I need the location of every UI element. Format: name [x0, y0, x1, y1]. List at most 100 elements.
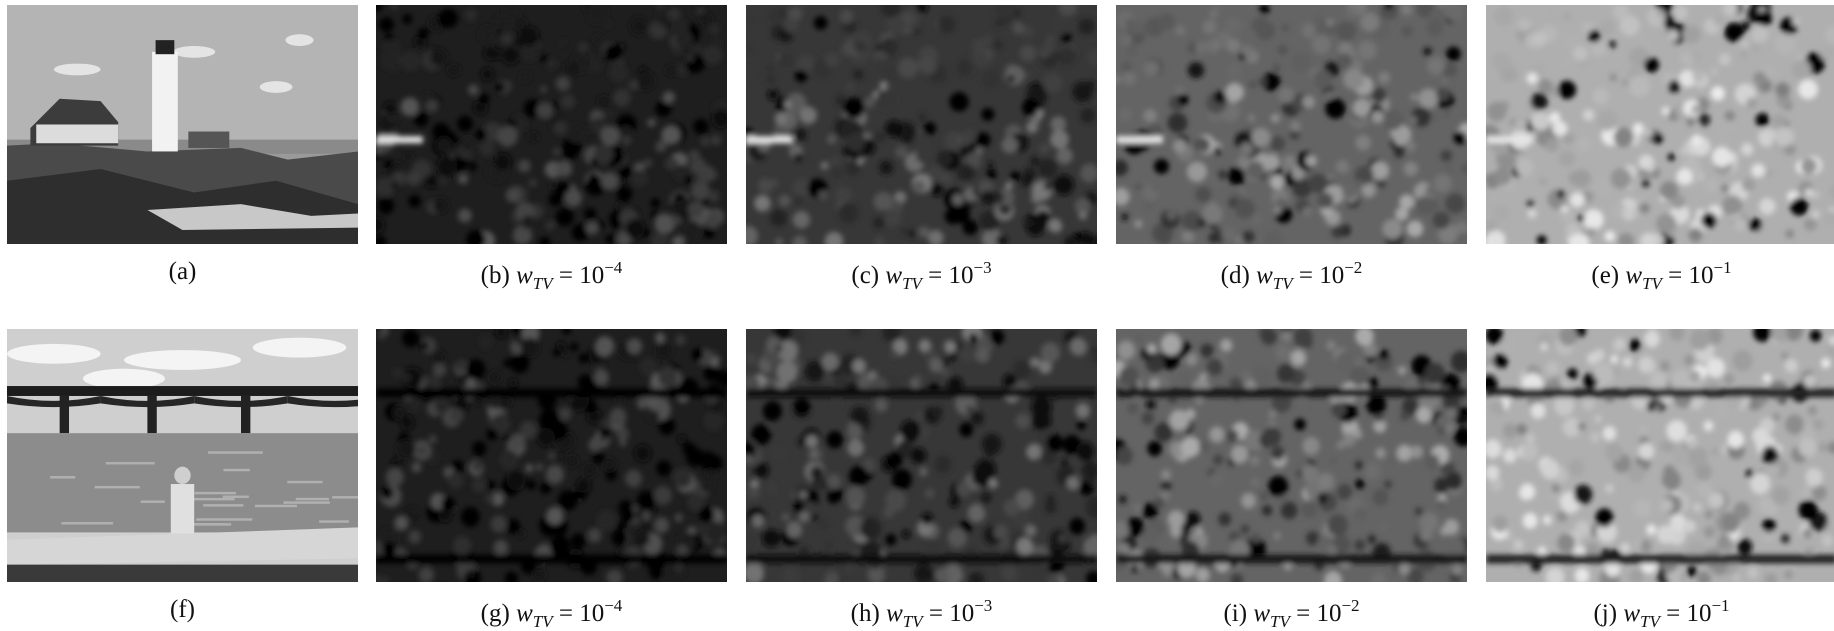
blob [1568, 459, 1584, 476]
variable: w [885, 262, 902, 289]
blob [1742, 178, 1755, 191]
blob [758, 178, 772, 192]
blob [1185, 353, 1197, 366]
blob [1751, 164, 1765, 178]
blob [908, 21, 917, 30]
blob [622, 136, 632, 146]
blob [934, 455, 951, 473]
blob [458, 209, 472, 223]
blob [1713, 16, 1723, 26]
shape [124, 350, 241, 370]
blob [1207, 358, 1223, 375]
blob [491, 515, 508, 533]
blob [431, 49, 448, 66]
blob [1354, 507, 1367, 521]
blob [673, 467, 692, 487]
blob [1725, 111, 1736, 122]
blob [972, 39, 987, 54]
blob [1516, 158, 1534, 176]
blob [1679, 148, 1687, 156]
blob [692, 348, 704, 361]
blob [1657, 525, 1675, 544]
blob [914, 132, 927, 145]
blob [1169, 410, 1189, 431]
blob [1436, 88, 1450, 102]
blob [1757, 11, 1772, 26]
blob [479, 93, 489, 103]
blob [1546, 361, 1559, 374]
blob [1557, 190, 1565, 198]
blob [1053, 175, 1074, 196]
blob [586, 222, 599, 235]
blob [556, 208, 574, 226]
blob [1610, 355, 1618, 363]
subscript: TV [1270, 612, 1290, 631]
blob [561, 94, 576, 109]
blob [1557, 533, 1575, 552]
blob [849, 466, 868, 487]
blob [486, 429, 497, 441]
base: 10 [1689, 262, 1714, 289]
blob [1218, 512, 1231, 526]
blob [817, 518, 829, 531]
blob [1558, 81, 1576, 99]
blob [881, 65, 899, 83]
blob [1177, 94, 1188, 105]
blob [1242, 231, 1254, 243]
blob [691, 181, 710, 200]
blob [1732, 573, 1740, 582]
blob [601, 419, 611, 429]
panel-label: (g) [481, 600, 510, 627]
blob [1342, 433, 1355, 447]
blob [392, 405, 406, 420]
shape [332, 496, 358, 498]
variable: w [1253, 600, 1270, 627]
relation: = [928, 262, 942, 289]
blob [1062, 48, 1076, 62]
blob [1686, 117, 1696, 127]
exponent: −1 [1711, 596, 1729, 615]
blob [873, 217, 884, 228]
blob [1343, 69, 1364, 90]
blob [516, 529, 524, 538]
blob [1199, 441, 1210, 453]
blob [995, 18, 1004, 27]
blob [436, 156, 457, 177]
blob [677, 435, 686, 444]
blob [1416, 407, 1432, 423]
blob [1563, 12, 1572, 21]
blob [1038, 159, 1058, 179]
blob [687, 493, 704, 511]
blob [1208, 233, 1218, 243]
blob [1025, 218, 1032, 225]
blob [1792, 60, 1811, 79]
blob [982, 70, 1000, 88]
variable: w [1625, 262, 1642, 289]
shape [255, 505, 297, 507]
blob [461, 507, 480, 527]
blob [1487, 102, 1507, 122]
exponent: −4 [604, 258, 622, 277]
blob [872, 51, 882, 61]
blob [595, 336, 614, 356]
blob [1226, 63, 1241, 78]
blob [425, 175, 438, 188]
blob [1561, 205, 1569, 213]
blob [414, 112, 429, 127]
blob [1326, 340, 1335, 350]
blob [1590, 433, 1599, 443]
blob [1569, 171, 1583, 185]
blob [1398, 366, 1406, 375]
blob [1749, 218, 1762, 231]
blob [504, 359, 512, 368]
blob [1689, 228, 1703, 242]
blob [1647, 164, 1655, 172]
blob [779, 195, 790, 206]
blob [1697, 482, 1712, 498]
blob [457, 116, 473, 132]
blob [433, 363, 446, 377]
blob [1538, 79, 1552, 93]
blob [1226, 38, 1240, 52]
blob [605, 21, 612, 28]
blob [627, 338, 642, 354]
